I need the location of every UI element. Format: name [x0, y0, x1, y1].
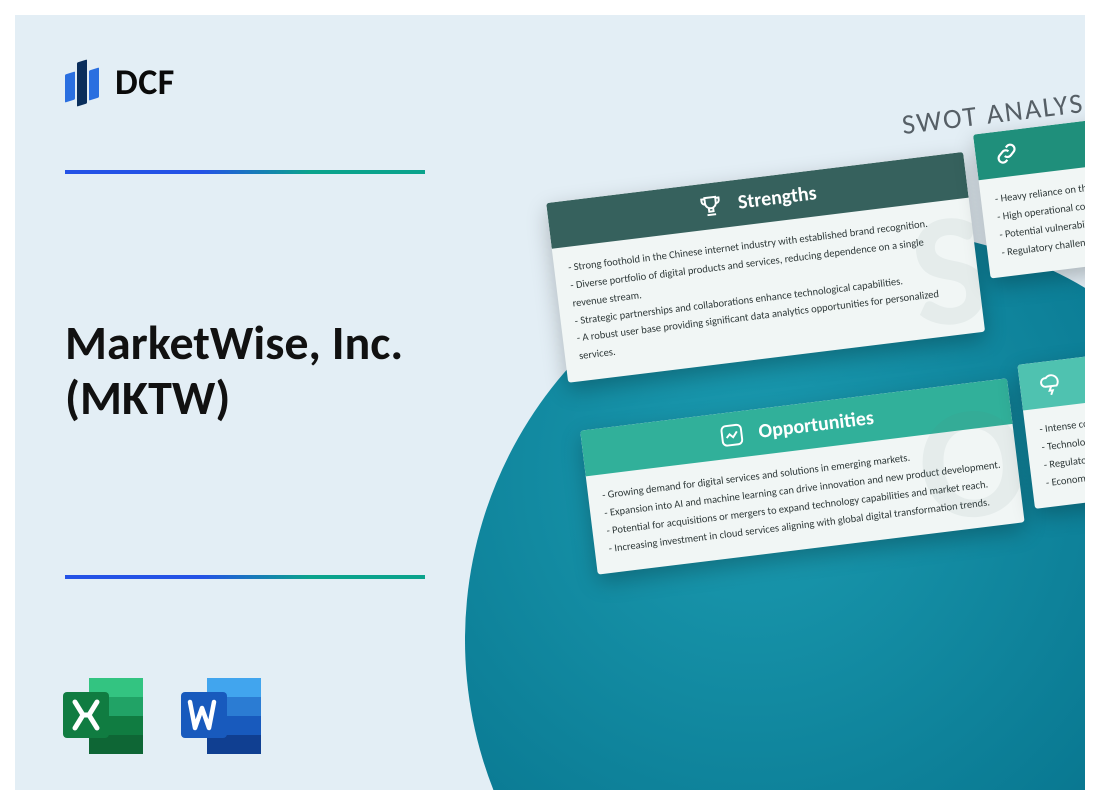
file-icons-row [59, 672, 269, 760]
trophy-icon [697, 192, 726, 221]
chart-icon [717, 421, 746, 450]
page: DCF MarketWise, Inc. (MKTW) [0, 0, 1100, 805]
swot-card-strengths: Strengths Strong foothold in the Chinese… [546, 152, 985, 383]
swot-panel: SWOT ANALYSIS Strengths Strong foothold … [543, 95, 1085, 689]
word-icon [177, 672, 269, 760]
brand-logo: DCF [65, 55, 175, 109]
swot-card-head [1017, 336, 1085, 411]
swot-card-title: Strengths [737, 181, 818, 214]
swot-card-title: Opportunities [757, 406, 875, 444]
divider-top [65, 170, 425, 174]
storm-icon [1036, 369, 1065, 398]
logo-mark-icon [65, 55, 107, 109]
excel-icon [59, 672, 151, 760]
link-icon [992, 139, 1021, 168]
swot-card-threats: Intense competition Technological disru … [1017, 336, 1085, 510]
background: DCF MarketWise, Inc. (MKTW) [15, 15, 1085, 790]
page-title: MarketWise, Inc. (MKTW) [65, 315, 545, 425]
swot-card-opportunities: Opportunities Growing demand for digital… [580, 378, 1025, 575]
divider-bottom [65, 575, 425, 579]
brand-name: DCF [115, 60, 175, 104]
